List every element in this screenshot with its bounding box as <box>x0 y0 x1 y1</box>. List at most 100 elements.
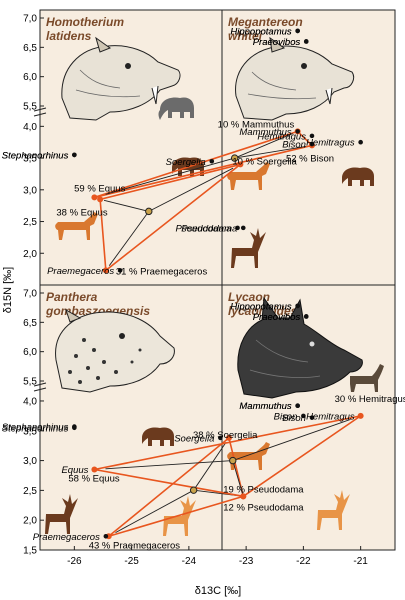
axis-break-mark <box>33 382 47 392</box>
data-point-hemitragus <box>357 412 364 419</box>
triangle-label: 30 % Hemitragus <box>335 394 405 405</box>
data-point-hippopotamus <box>295 28 300 34</box>
data-point-hippopotamus <box>295 303 300 309</box>
mixing-arrow <box>232 460 243 494</box>
point-label-praeovibos: Praeovibos <box>253 312 301 323</box>
homotherium-head-illustration <box>61 36 181 121</box>
data-point-praemegaceros <box>117 268 123 273</box>
data-point-soergelia <box>237 161 244 168</box>
point-label-bison: Bison <box>282 140 306 151</box>
data-point-praeovibos <box>303 39 309 44</box>
labels-layer: HippopotamusPraeovibosHemitragusStephano… <box>2 26 405 551</box>
panel-title-homotherium-1: Homotherium <box>46 15 124 29</box>
data-point-stephanorhinus <box>72 152 77 158</box>
point-label-mammuthus: Mammuthus <box>239 127 292 138</box>
x-tick-label: -26 <box>67 556 82 567</box>
mixing-arrow <box>115 489 194 533</box>
mixing-arrow <box>105 157 235 195</box>
data-point-equus <box>97 196 104 203</box>
horse-silhouette-icon-tr <box>227 162 270 190</box>
point-label-praeovibos: Praeovibos <box>253 312 301 323</box>
point-label-mammuthus: Mammuthus <box>239 401 292 412</box>
data-point-pseudodama <box>240 493 247 500</box>
mixing-arrow <box>103 199 149 212</box>
y-tick-label: 5,5 <box>23 377 37 388</box>
goat-silhouette-icon-br <box>350 364 384 392</box>
data-point-stephanorhinus <box>72 425 77 431</box>
data-point-hemitragus <box>358 139 363 145</box>
triangle-label: 58 % Equus <box>68 474 119 485</box>
y-tick-label: 3,0 <box>23 456 37 467</box>
point-label-mammuthus: Mammuthus <box>239 401 292 412</box>
point-label-pseudodama: Pseudodama <box>176 223 232 234</box>
point-label-praemegaceros: Praemegaceros <box>33 532 100 543</box>
y-tick-label: 6,0 <box>23 347 37 358</box>
point-label-hemitragus: Hemitragus <box>257 131 306 142</box>
data-point-bison <box>301 413 306 419</box>
x-tick-label: -22 <box>296 556 311 567</box>
mixing-arrow <box>232 419 351 462</box>
x-tick-label: -25 <box>124 556 139 567</box>
megaloceros-silhouette-icon-tr <box>231 228 266 268</box>
data-point-hemitragus <box>309 133 315 139</box>
mixing-triangle <box>108 436 245 538</box>
triangle-label: 43 % Praemegaceros <box>89 540 181 551</box>
point-label-stephanorhinus: Stephanorhinus <box>2 422 69 433</box>
horse-silhouette-icon-br <box>227 442 270 470</box>
point-label-bison: Bison <box>282 413 306 424</box>
point-label-hippopotamus: Hippopotamus <box>230 26 292 37</box>
lycaon-head-illustration <box>237 296 363 399</box>
data-point-bison <box>309 415 315 420</box>
triangle-label: 12 % Pseudodama <box>223 502 304 513</box>
point-label-equus: Equus <box>61 465 88 476</box>
point-label-soergelia: Soergelia <box>166 157 206 168</box>
mixing-triangle <box>94 130 314 199</box>
point-label-hippopotamus: Hippopotamus <box>230 301 292 312</box>
x-tick-label: -24 <box>182 556 197 567</box>
data-point-pseudodama <box>235 225 240 231</box>
point-label-pseudodama: Pseudodama <box>181 223 237 234</box>
panel-title-lycaon-1: Lycaon <box>228 290 270 304</box>
data-point-mammuthus <box>295 403 300 409</box>
y-tick-label: 3,0 <box>23 185 37 196</box>
consumer-point <box>145 207 153 216</box>
data-point-bison <box>309 141 315 147</box>
mixing-triangle <box>94 415 362 498</box>
deer-silhouette-icon-bl-brown <box>45 494 78 534</box>
y-tick-label: 7,0 <box>23 14 37 25</box>
mixing-arrow <box>234 145 306 159</box>
consumer-point <box>189 486 198 494</box>
horse-silhouette-icon-tl <box>55 212 98 240</box>
triangle-label: 38 % Equus <box>56 207 107 218</box>
triangle-label: 10 % Mammuthus <box>218 119 295 130</box>
data-point-pseudodama <box>240 225 246 231</box>
panthera-head-illustration <box>55 308 175 393</box>
x-axis-label: δ13C [‰] <box>195 585 241 597</box>
triangle-label: 59 % Equus <box>74 183 125 194</box>
bison-silhouette-icon-tr <box>342 167 374 186</box>
mixing-arrow <box>105 460 233 470</box>
y-tick-label: 3,5 <box>23 154 37 165</box>
data-point-mammuthus <box>295 129 300 134</box>
data-point-equus <box>91 466 98 473</box>
y-tick-label: 6,5 <box>23 43 37 54</box>
y-tick-label: 6,0 <box>23 72 37 83</box>
y-tick-label: 2,5 <box>23 486 37 497</box>
panel-title-homotherium-2: latidens <box>46 29 92 43</box>
point-label-hippopotamus: Hippopotamus <box>230 26 292 37</box>
point-label-soergelia: Soergelia <box>174 433 214 444</box>
y-tick-label: 6,5 <box>23 318 37 329</box>
mixing-arrow <box>108 211 150 266</box>
data-point-praemegaceros <box>103 533 109 539</box>
point-label-stephanorhinus: Stephanorhinus <box>2 150 69 161</box>
mixing-arrow <box>148 167 234 212</box>
consumer-point <box>229 456 237 465</box>
mixing-arrow <box>234 133 293 159</box>
mixing-triangle <box>99 163 241 272</box>
panel-title-panthera-1: Panthera <box>46 290 98 304</box>
y-tick-label: 1,5 <box>23 546 37 557</box>
point-label-praeovibos: Praeovibos <box>253 37 301 48</box>
data-point-soergelia <box>218 435 223 441</box>
y-tick-label: 2,0 <box>23 516 37 527</box>
